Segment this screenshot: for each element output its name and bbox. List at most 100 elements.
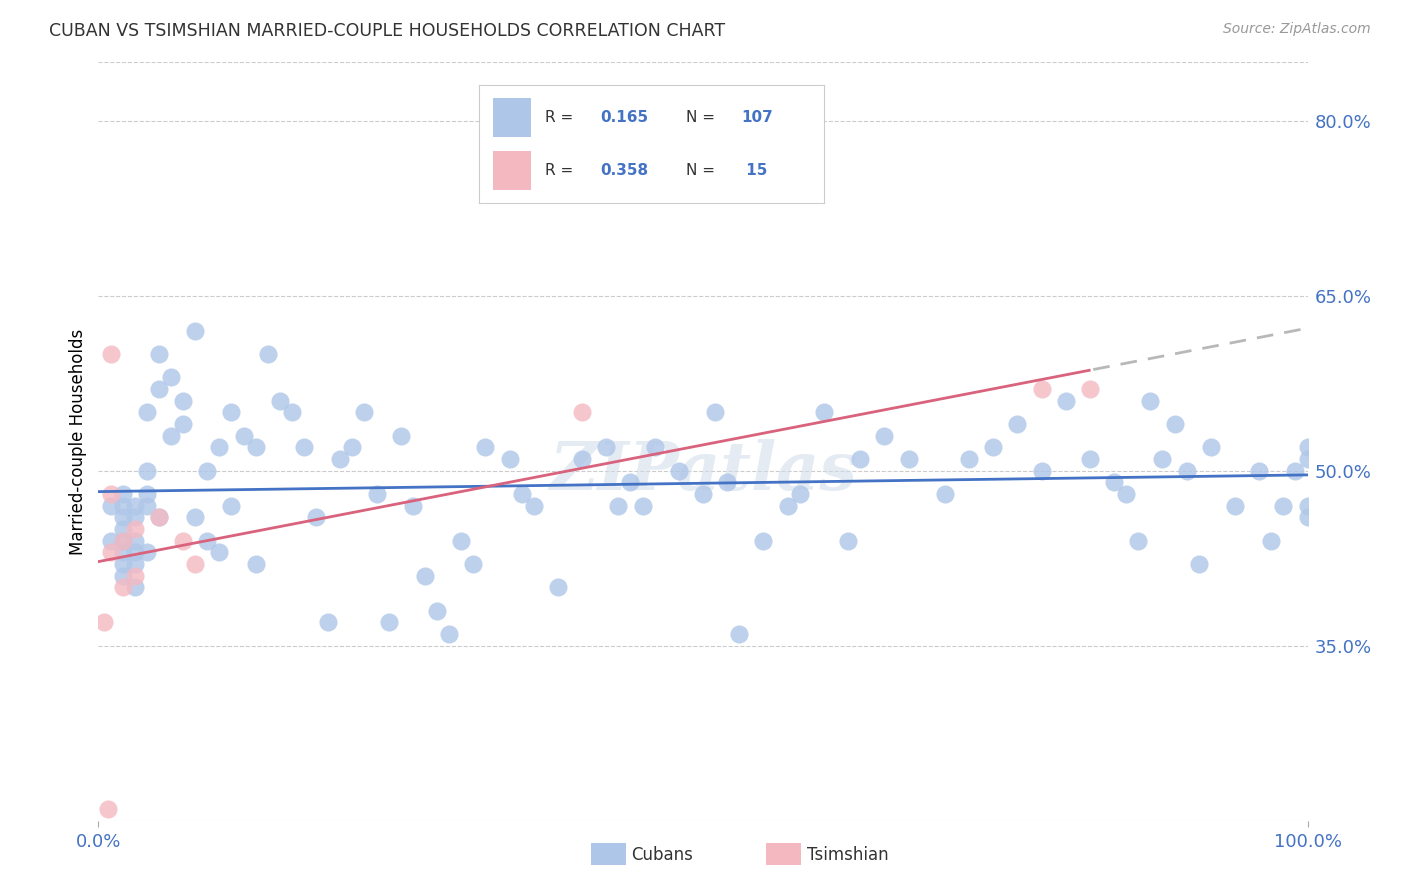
Point — [172, 393, 194, 408]
Point — [111, 557, 134, 571]
Point — [752, 533, 775, 548]
Point — [111, 533, 134, 548]
Point — [1296, 510, 1319, 524]
Point — [256, 347, 278, 361]
Point — [124, 499, 146, 513]
Point — [148, 382, 170, 396]
Point — [135, 464, 157, 478]
Point — [111, 487, 134, 501]
Point — [135, 487, 157, 501]
Point — [704, 405, 727, 419]
Point — [148, 347, 170, 361]
Y-axis label: Married-couple Households: Married-couple Households — [69, 328, 87, 555]
Point — [1031, 382, 1053, 396]
Point — [1007, 417, 1029, 431]
Point — [571, 452, 593, 467]
Point — [172, 417, 194, 431]
Point — [281, 405, 304, 419]
Point — [413, 568, 436, 582]
Point — [100, 487, 122, 501]
Point — [245, 441, 267, 455]
Point — [873, 428, 896, 442]
Point — [1054, 393, 1077, 408]
Point — [184, 557, 207, 571]
Point — [160, 428, 183, 442]
Point — [100, 347, 122, 361]
Point — [316, 615, 339, 630]
Point — [1078, 382, 1101, 396]
Point — [1223, 499, 1246, 513]
Point — [111, 533, 134, 548]
Point — [849, 452, 872, 467]
Point — [692, 487, 714, 501]
Point — [426, 604, 449, 618]
Point — [1031, 464, 1053, 478]
Text: ZIPatlas: ZIPatlas — [550, 440, 856, 504]
Point — [111, 510, 134, 524]
Point — [124, 545, 146, 559]
Point — [100, 533, 122, 548]
Point — [1128, 533, 1150, 548]
Point — [148, 510, 170, 524]
Point — [1078, 452, 1101, 467]
Point — [571, 405, 593, 419]
Point — [1102, 475, 1125, 490]
Point — [1115, 487, 1137, 501]
Point — [208, 545, 231, 559]
Point — [389, 428, 412, 442]
Text: Source: ZipAtlas.com: Source: ZipAtlas.com — [1223, 22, 1371, 37]
Text: CUBAN VS TSIMSHIAN MARRIED-COUPLE HOUSEHOLDS CORRELATION CHART: CUBAN VS TSIMSHIAN MARRIED-COUPLE HOUSEH… — [49, 22, 725, 40]
Point — [377, 615, 399, 630]
Point — [450, 533, 472, 548]
Point — [1272, 499, 1295, 513]
Point — [498, 452, 520, 467]
Point — [837, 533, 859, 548]
Point — [523, 499, 546, 513]
Point — [221, 499, 243, 513]
Point — [292, 441, 315, 455]
Text: Cubans: Cubans — [631, 846, 693, 863]
Point — [776, 499, 799, 513]
Point — [789, 487, 811, 501]
Point — [619, 475, 641, 490]
Point — [474, 441, 496, 455]
Point — [1296, 441, 1319, 455]
Point — [172, 533, 194, 548]
Point — [981, 441, 1004, 455]
Point — [631, 499, 654, 513]
Point — [1260, 533, 1282, 548]
Point — [148, 510, 170, 524]
Point — [437, 627, 460, 641]
Point — [245, 557, 267, 571]
Point — [111, 568, 134, 582]
Point — [607, 499, 630, 513]
Point — [111, 499, 134, 513]
Point — [111, 580, 134, 594]
Point — [1296, 499, 1319, 513]
Point — [1152, 452, 1174, 467]
Point — [486, 172, 509, 186]
Point — [728, 627, 751, 641]
Point — [93, 615, 115, 630]
Point — [342, 441, 364, 455]
Point — [135, 405, 157, 419]
Point — [124, 510, 146, 524]
Point — [1139, 393, 1161, 408]
Point — [353, 405, 375, 419]
Point — [184, 324, 207, 338]
Point — [934, 487, 956, 501]
Point — [402, 499, 425, 513]
Point — [957, 452, 980, 467]
Point — [111, 522, 134, 536]
Text: Tsimshian: Tsimshian — [807, 846, 889, 863]
Point — [1296, 452, 1319, 467]
Point — [97, 802, 120, 816]
Point — [184, 510, 207, 524]
Point — [716, 475, 738, 490]
Point — [221, 405, 243, 419]
Point — [463, 557, 485, 571]
Point — [329, 452, 352, 467]
Point — [124, 568, 146, 582]
Point — [124, 557, 146, 571]
Point — [160, 370, 183, 384]
